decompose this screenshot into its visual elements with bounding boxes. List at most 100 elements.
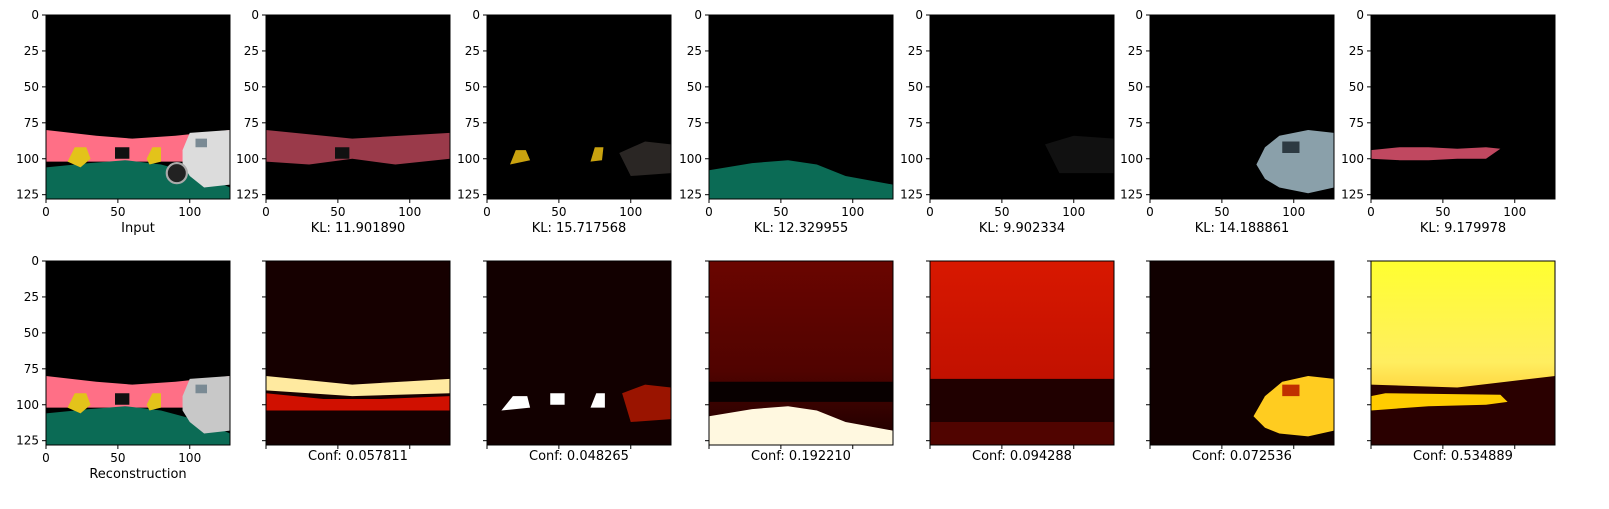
x-tick-label: 0 (705, 205, 713, 219)
hot-region (266, 376, 450, 397)
subplot-panel: 0 50 100 0 25 50 75 100 125 KL: 15.717568 (457, 8, 672, 236)
y-tick-label: 100 (900, 152, 923, 166)
panel-xlabel: KL: 15.717568 (532, 221, 627, 236)
x-tick-label: 100 (178, 205, 201, 219)
hot-region (501, 396, 531, 411)
hot-band (930, 378, 1114, 422)
vehicle-shadow (619, 141, 671, 176)
subplot-panel: Conf: 0.094288 (926, 260, 1115, 464)
axes-frame (486, 14, 672, 200)
y-tick-label: 100 (16, 152, 39, 166)
x-tick-label: 0 (483, 205, 491, 219)
x-tick-label: 0 (42, 451, 50, 465)
x-tick-label: 100 (1503, 205, 1526, 219)
subplot-panel: 0 50 100 0 25 50 75 100 125 Reconstruction (16, 254, 231, 482)
panel-image (930, 261, 1114, 445)
panel-xlabel: KL: 14.188861 (1195, 221, 1290, 236)
axes-frame (708, 260, 894, 446)
y-tick-label: 25 (1128, 44, 1143, 58)
yellow-object (146, 147, 161, 165)
hot-region (709, 406, 893, 445)
dark-block (335, 147, 350, 159)
y-tick-label: 0 (1135, 8, 1143, 22)
panel-image (266, 15, 450, 199)
panel-xlabel: KL: 12.329955 (754, 221, 849, 236)
hot-region (1253, 376, 1334, 437)
y-tick-label: 75 (687, 116, 702, 130)
panel-image (487, 15, 671, 199)
y-tick-label: 100 (16, 398, 39, 412)
panel-image (930, 15, 1114, 199)
x-tick-label: 100 (841, 205, 864, 219)
y-tick-label: 125 (1341, 188, 1364, 202)
yellow-object (510, 150, 531, 165)
x-tick-label: 100 (1062, 205, 1085, 219)
panel-image (709, 15, 893, 199)
axes-frame (45, 14, 231, 200)
panel-image (1371, 15, 1555, 199)
panel-xlabel: KL: 9.179978 (1420, 221, 1506, 236)
panel-xlabel: KL: 11.901890 (311, 221, 406, 236)
panel-xlabel: KL: 9.902334 (979, 221, 1065, 236)
hot-region (622, 384, 671, 422)
panel-xlabel: Conf: 0.094288 (972, 449, 1072, 464)
y-tick-label: 25 (687, 44, 702, 58)
y-tick-label: 25 (908, 44, 923, 58)
x-tick-label: 0 (1367, 205, 1375, 219)
background (1371, 15, 1555, 199)
axes-frame (1149, 14, 1335, 200)
y-tick-label: 25 (1349, 44, 1364, 58)
panel-image (266, 261, 450, 445)
axes-frame (708, 14, 894, 200)
vehicle-window (195, 138, 207, 148)
hot-region (550, 393, 565, 405)
y-tick-label: 125 (457, 188, 480, 202)
subplot-panel: Conf: 0.534889 (1367, 260, 1556, 464)
axes-frame (1370, 14, 1556, 200)
y-tick-label: 75 (465, 116, 480, 130)
ground-region (46, 160, 230, 199)
subplot-panel: 0 50 100 0 25 50 75 100 125 KL: 9.179978 (1341, 8, 1556, 236)
x-tick-label: 50 (551, 205, 566, 219)
y-tick-label: 50 (24, 80, 39, 94)
x-tick-label: 50 (773, 205, 788, 219)
subplot-panel: Conf: 0.048265 (483, 260, 672, 464)
panel-image (1150, 15, 1334, 199)
y-tick-label: 50 (24, 326, 39, 340)
y-tick-label: 0 (915, 8, 923, 22)
axes-frame (265, 14, 451, 200)
x-tick-label: 50 (110, 451, 125, 465)
y-tick-label: 75 (24, 116, 39, 130)
x-tick-label: 0 (42, 205, 50, 219)
y-tick-label: 0 (251, 8, 259, 22)
y-tick-label: 50 (687, 80, 702, 94)
subplot-panel: Conf: 0.072536 (1146, 260, 1335, 464)
y-tick-label: 125 (1120, 188, 1143, 202)
axes-frame (929, 260, 1115, 446)
ground-slot (709, 160, 893, 199)
ground-region (46, 406, 230, 445)
y-tick-label: 25 (24, 290, 39, 304)
y-tick-label: 75 (1349, 116, 1364, 130)
wall-slot (1371, 147, 1501, 161)
hot-band (709, 381, 893, 402)
x-tick-label: 100 (1282, 205, 1305, 219)
panel-xlabel: Input (121, 221, 155, 236)
hot-background (266, 261, 450, 445)
background (266, 15, 450, 199)
subplot-panel: 0 50 100 0 25 50 75 100 125 KL: 12.329955 (679, 8, 894, 236)
x-tick-label: 50 (994, 205, 1009, 219)
y-tick-label: 125 (900, 188, 923, 202)
y-tick-label: 100 (679, 152, 702, 166)
y-tick-label: 75 (908, 116, 923, 130)
y-tick-label: 75 (24, 362, 39, 376)
x-tick-label: 50 (110, 205, 125, 219)
x-tick-label: 50 (1435, 205, 1450, 219)
x-tick-label: 50 (330, 205, 345, 219)
subplot-panel: 0 50 100 0 25 50 75 100 125 KL: 11.901890 (236, 8, 451, 236)
x-tick-label: 100 (398, 205, 421, 219)
y-tick-label: 50 (908, 80, 923, 94)
y-tick-label: 125 (679, 188, 702, 202)
y-tick-label: 125 (236, 188, 259, 202)
